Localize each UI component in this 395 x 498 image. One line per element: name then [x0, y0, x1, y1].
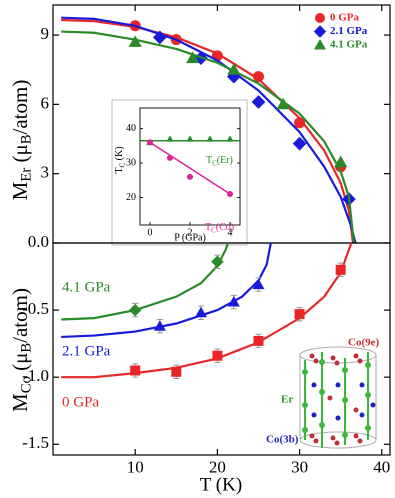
legend-label: 4.1 GPa: [330, 39, 368, 51]
series-label: 2.1 GPa: [62, 343, 111, 359]
data-point: [147, 139, 153, 145]
x-axis-title: T (K): [200, 474, 242, 495]
y-tick-label: 3: [41, 163, 50, 182]
y-axis-title-part: Co: [19, 376, 35, 393]
x-tick-label: 0: [148, 227, 153, 238]
data-point: [212, 351, 222, 361]
legend-label: 0 GPa: [330, 12, 360, 24]
inset-x-title: P (GPa): [174, 232, 206, 243]
inset-series-label: TC(Er): [206, 155, 233, 167]
data-point: [336, 265, 346, 275]
data-point: [187, 174, 193, 180]
data-point: [253, 336, 263, 346]
inset-series-label-part: (Er): [217, 155, 233, 166]
data-point: [295, 309, 305, 319]
x-tick-label: 40: [373, 458, 390, 477]
y-tick-label: 6: [41, 93, 50, 112]
inset-series-label-part: (Co): [216, 222, 234, 233]
inset-series-label: TC(Co): [205, 222, 234, 234]
y-axis-title-part: (μ: [8, 144, 32, 168]
legend-marker: [315, 13, 325, 23]
data-point: [171, 367, 181, 377]
y-axis-title-part: B: [19, 343, 35, 353]
structure-label: Co(3b): [266, 434, 299, 446]
structure-label: Er: [281, 394, 293, 406]
x-tick-label: 10: [127, 458, 144, 477]
structure-label: Co(9e): [348, 337, 379, 349]
y-tick-label: 9: [41, 24, 50, 43]
y-tick-label: 30: [126, 157, 136, 168]
y-tick-label: 40: [126, 123, 136, 134]
y-tick-label: -1.5: [22, 433, 49, 452]
y-axis-title-part: /atom): [8, 288, 32, 343]
inset-y-title-part: (K): [114, 146, 125, 162]
y-axis-title-part: (μ: [8, 353, 32, 377]
data-point: [227, 191, 233, 197]
inset-y-title: TC (K): [114, 146, 126, 173]
figure: Co(9e) Er Co(3b) 0.03690 GPa2.1 GPa4.1 G…: [0, 0, 395, 498]
background: [0, 0, 395, 498]
y-tick-label: 0.0: [28, 232, 49, 251]
legend-label: 2.1 GPa: [330, 25, 368, 37]
y-axis-title-part: Er: [19, 168, 35, 182]
data-point: [167, 155, 173, 161]
y-axis-title-part: M: [8, 393, 32, 412]
series-label: 0 GPa: [62, 394, 99, 410]
y-tick-label: 20: [126, 192, 136, 203]
y-axis-title-part: M: [8, 181, 32, 200]
data-point: [130, 365, 140, 375]
x-tick-label: 30: [291, 458, 308, 477]
y-axis-title-part: B: [19, 134, 35, 144]
series-label: 4.1 GPa: [62, 279, 111, 295]
y-axis-title-part: /atom): [8, 80, 32, 135]
